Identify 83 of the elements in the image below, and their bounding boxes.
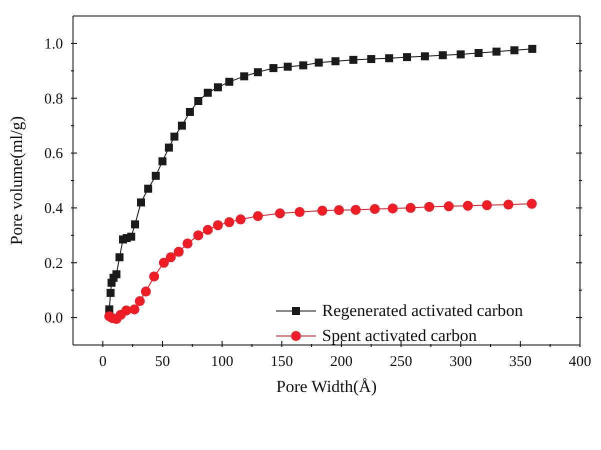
point [299,61,308,70]
x-tick-label: 300 [449,354,472,370]
x-tick-label: 100 [210,354,234,370]
point [202,224,213,235]
point [178,122,186,130]
point [274,208,285,218]
y-tick-label: 0.2 [44,256,63,272]
point [186,108,194,116]
point [204,88,212,97]
point [317,206,328,216]
point [420,52,429,60]
point [149,271,160,282]
point [194,96,202,105]
point [212,220,223,230]
x-tick-label: 0 [99,354,107,370]
point [121,305,132,316]
point [112,270,120,278]
point [403,53,412,62]
point [367,55,376,64]
x-tick-label: 200 [330,354,353,370]
point [350,204,361,215]
point [444,201,454,212]
point [214,83,222,92]
legend-label: Regenerated activated carbon [322,300,524,320]
point [144,184,152,193]
point [134,296,145,306]
point [174,246,184,257]
y-tick-label: 0.4 [44,200,64,217]
point [269,64,278,72]
x-tick-label: 50 [154,354,170,370]
point [252,211,263,222]
point [240,72,248,80]
point [388,203,398,214]
point [170,132,178,141]
point [331,57,340,66]
point [164,144,173,152]
point [526,198,537,209]
y-tick-label: 0.6 [44,146,64,162]
point [182,238,193,249]
point [482,200,492,210]
y-tick-label: 0.0 [44,310,63,327]
point [334,205,344,216]
point [137,198,145,206]
point [254,68,262,76]
x-axis-title: Pore Width(Å) [276,377,377,396]
point [140,286,151,297]
point [152,172,160,180]
point [438,51,447,60]
x-tick-label: 250 [390,354,412,370]
point [131,220,140,228]
point [492,48,500,56]
point [166,252,176,262]
point [503,200,514,210]
point [462,200,473,211]
point [456,50,465,58]
point [106,288,115,297]
x-tick-label: 400 [568,354,592,370]
point [127,232,136,241]
point [349,56,358,64]
point [528,44,536,53]
legend-label: Spent activated carbon [322,326,477,346]
point [294,207,305,218]
point [236,214,246,224]
point [193,230,204,240]
y-tick-label: 0.8 [44,91,63,108]
point [224,217,234,228]
point [116,253,124,262]
x-tick-label: 150 [270,354,294,370]
point [385,54,394,62]
point [424,202,434,212]
point [474,49,483,58]
point [284,62,292,71]
point [406,202,416,213]
x-tick-label: 350 [509,354,532,370]
y-tick-label: 1.0 [44,36,63,52]
y-axis-title: Pore volume(ml/g) [7,116,26,245]
point [158,157,166,166]
point [129,304,140,314]
point [314,58,323,67]
point [158,258,169,268]
point [510,46,518,54]
point [370,204,380,214]
point [225,78,234,86]
